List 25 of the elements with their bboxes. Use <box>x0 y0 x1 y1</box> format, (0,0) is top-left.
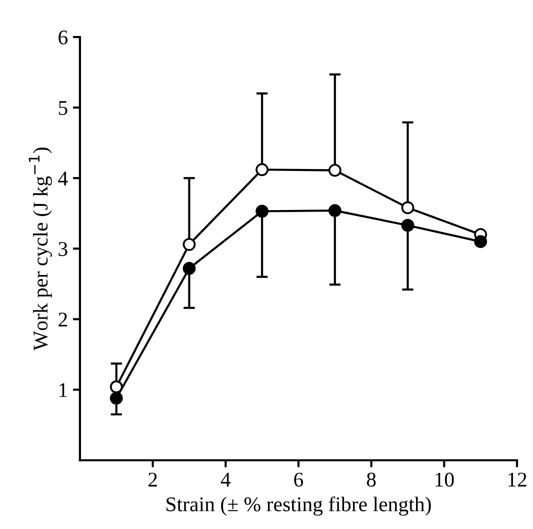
y-tick-label: 1 <box>60 383 67 397</box>
x-tick-label: 2 <box>148 472 157 486</box>
x-tick-label: 8 <box>366 472 376 487</box>
point <box>328 164 342 177</box>
y-tick-label: 6 <box>58 30 68 44</box>
x-tick-label: 12 <box>508 472 526 486</box>
point <box>110 380 123 394</box>
point <box>256 204 269 218</box>
x-tick-label: 6 <box>294 472 304 487</box>
x-axis-title: Strain (± % resting fibre length) <box>166 496 431 516</box>
point <box>401 201 414 214</box>
y-tick-label: 2 <box>58 312 67 326</box>
point <box>401 218 414 232</box>
y-tick-label: 3 <box>58 242 68 256</box>
x-tick-label: 10 <box>436 472 454 487</box>
point <box>182 262 196 275</box>
y-axis-title: Work per cycle (J kg$^{−1}$) <box>28 148 52 351</box>
y-tick-label: 5 <box>58 101 68 115</box>
point <box>256 163 269 176</box>
y-tick-label: 4 <box>58 172 68 186</box>
point <box>110 392 123 405</box>
point <box>182 238 196 251</box>
point <box>474 235 488 248</box>
point <box>328 204 342 217</box>
x-tick-label: 4 <box>220 472 231 486</box>
